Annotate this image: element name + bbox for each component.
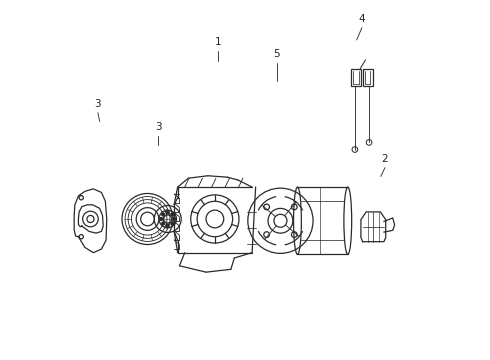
Circle shape bbox=[162, 222, 165, 225]
Text: 4: 4 bbox=[359, 14, 365, 24]
Bar bbox=[351, 69, 361, 86]
Circle shape bbox=[173, 217, 175, 220]
Circle shape bbox=[171, 213, 174, 216]
Text: 3: 3 bbox=[155, 122, 162, 132]
Text: 5: 5 bbox=[273, 49, 280, 59]
Circle shape bbox=[171, 222, 174, 225]
Text: 2: 2 bbox=[382, 154, 388, 164]
Circle shape bbox=[162, 213, 165, 216]
Circle shape bbox=[160, 217, 163, 220]
Circle shape bbox=[166, 224, 169, 227]
Circle shape bbox=[166, 211, 169, 214]
Bar bbox=[363, 69, 372, 86]
Text: 1: 1 bbox=[215, 37, 222, 47]
Text: 3: 3 bbox=[95, 99, 101, 109]
